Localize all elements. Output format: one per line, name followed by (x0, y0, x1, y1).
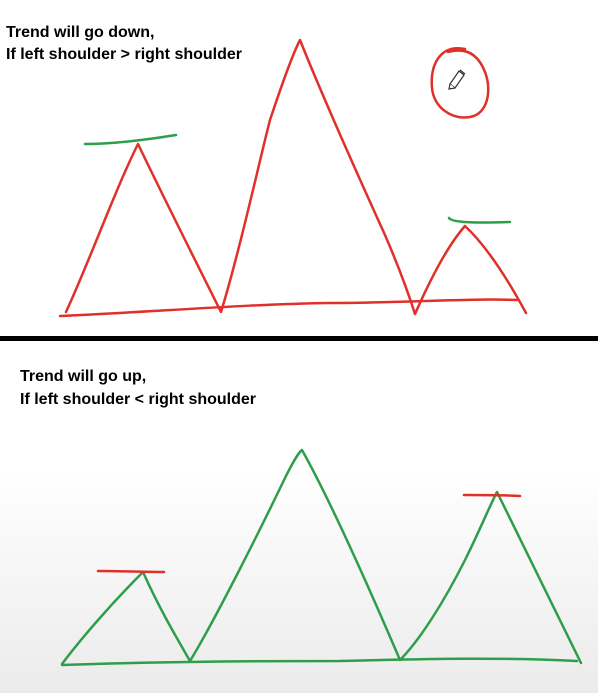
top-caption-line2: If left shoulder > right shoulder (6, 46, 243, 63)
bottom-caption-line2: If left shoulder < right shoulder (20, 391, 257, 408)
bottom-caption-line1: Trend will go up, (20, 368, 147, 385)
bottom-right-shoulder-marker (462, 493, 522, 498)
bottom-pattern-line (60, 448, 583, 666)
top-caption-line1: Trend will go down, (6, 24, 155, 41)
bottom-left-shoulder-marker (96, 569, 166, 574)
top-pattern-line (64, 38, 528, 316)
top-panel (0, 0, 598, 336)
cursor-highlight-circle (430, 47, 490, 119)
top-right-shoulder-marker (447, 216, 512, 224)
pencil-cursor-icon (448, 69, 466, 90)
top-neckline (58, 298, 519, 318)
top-left-shoulder-marker (83, 133, 178, 146)
bottom-neckline (60, 657, 579, 667)
panel-divider (0, 336, 598, 341)
